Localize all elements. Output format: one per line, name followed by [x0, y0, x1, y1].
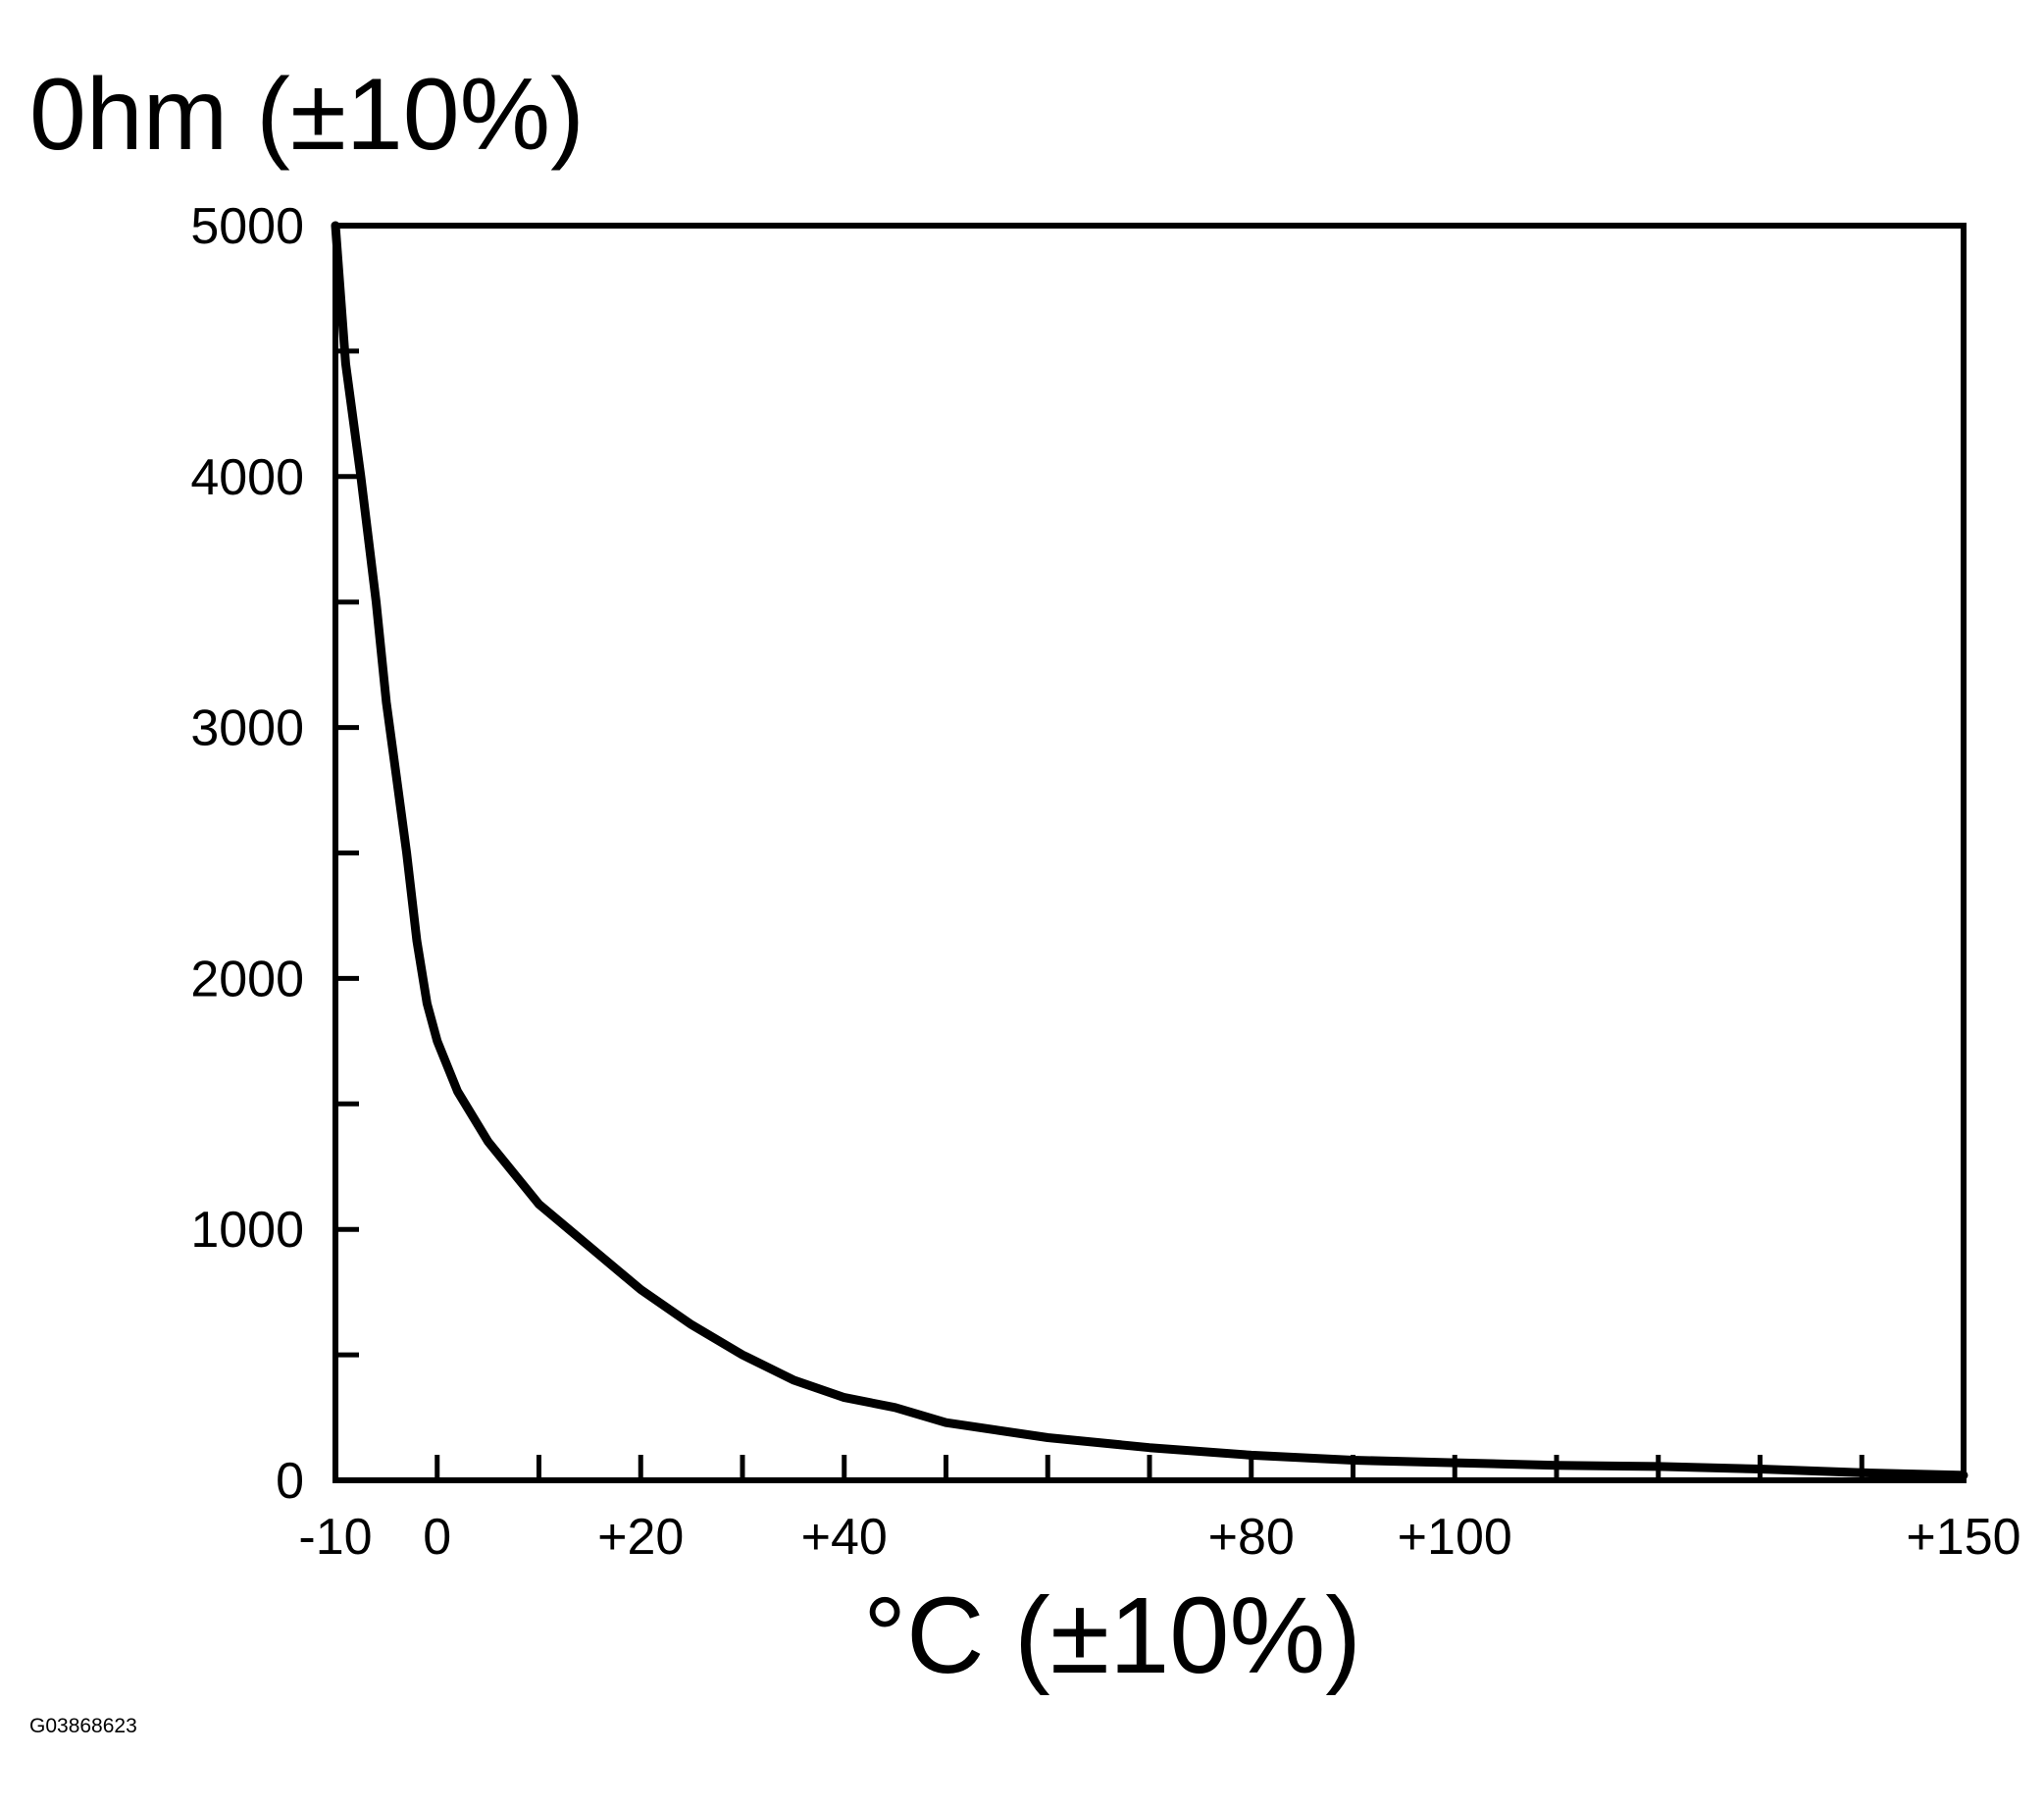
y-tick-label: 2000	[190, 951, 304, 1007]
resistance-curve	[331, 221, 1968, 1480]
plot-frame	[332, 223, 1967, 1483]
x-tick-label: +20	[597, 1509, 684, 1566]
y-tick-label: 4000	[190, 449, 304, 506]
y-tick-label: 1000	[190, 1202, 304, 1259]
figure-id-label: G03868623	[29, 1715, 137, 1737]
x-tick-label: +80	[1208, 1509, 1295, 1566]
x-tick-label: -10	[298, 1509, 372, 1566]
y-axis-title: 0hm (±10%)	[29, 58, 585, 172]
y-tick-label: 5000	[190, 198, 304, 255]
x-tick-label: +150	[1906, 1509, 2020, 1566]
y-tick-label: 0	[276, 1453, 304, 1510]
y-tick-label: 3000	[190, 700, 304, 757]
x-tick-label: 0	[423, 1509, 451, 1566]
x-tick-label: +40	[801, 1509, 888, 1566]
x-axis-title: °C (±10%)	[863, 1575, 1361, 1696]
x-tick-label: +100	[1398, 1509, 1512, 1566]
axis-ticks	[335, 348, 1865, 1480]
